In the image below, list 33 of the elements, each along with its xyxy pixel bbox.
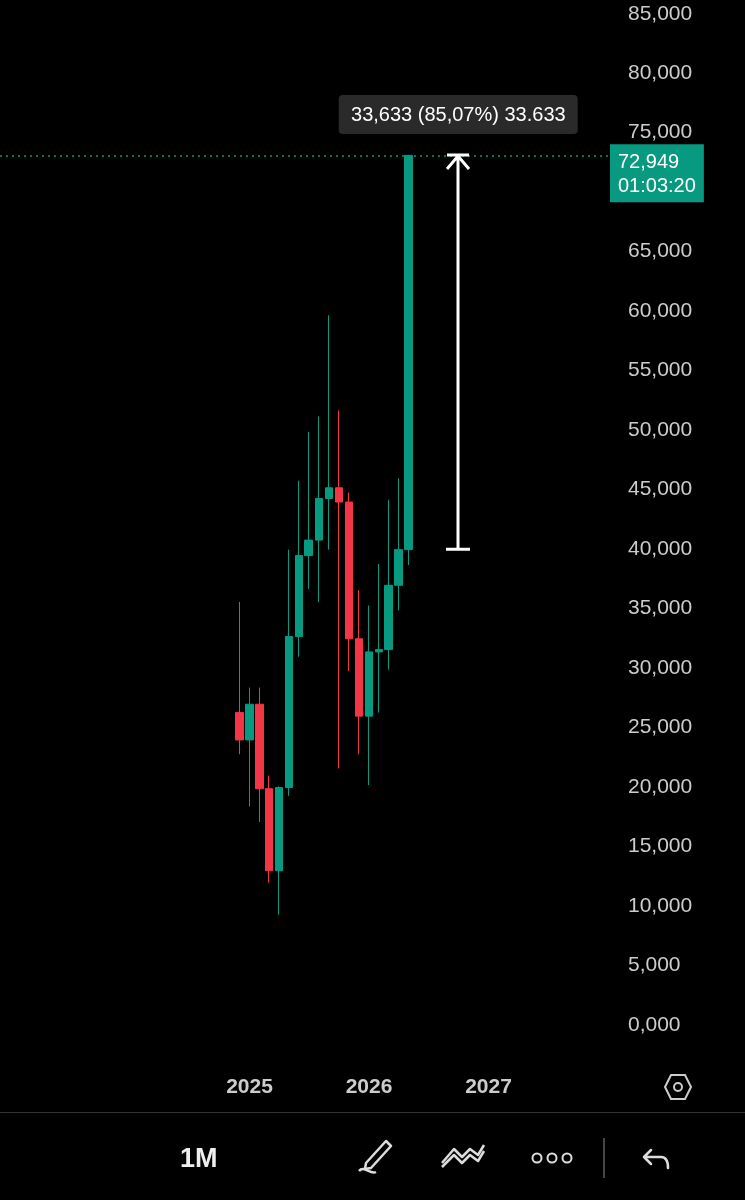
candlestick xyxy=(235,601,244,755)
y-tick-label: 30,000 xyxy=(628,654,693,678)
y-tick-label: 75,000 xyxy=(628,119,693,143)
candlestick xyxy=(345,492,353,672)
ref-line-label: 72,949 01:03:20 xyxy=(618,150,696,197)
candlestick xyxy=(355,589,363,755)
candlestick xyxy=(245,687,254,808)
text: 1M xyxy=(180,1143,218,1174)
y-tick-label: 15,000 xyxy=(628,833,693,857)
candlestick xyxy=(335,409,343,769)
y-tick-label: 0,000 xyxy=(628,1011,681,1035)
candlestick xyxy=(325,314,333,551)
y-tick-label: 5,000 xyxy=(628,952,681,976)
y-tick-label: 50,000 xyxy=(628,416,693,440)
y-tick-label: 80,000 xyxy=(628,59,693,83)
candlestick xyxy=(365,605,373,786)
candlestick xyxy=(275,785,283,916)
x-tick-label: 2026 xyxy=(345,1074,393,1097)
y-tick-label: 10,000 xyxy=(628,892,693,916)
y-tick-label: 35,000 xyxy=(628,595,693,619)
y-tick-label: 65,000 xyxy=(628,238,693,262)
candlestick xyxy=(315,415,323,603)
x-tick-label: 2027 xyxy=(465,1074,512,1097)
y-tick-label: 20,000 xyxy=(628,773,693,797)
y-tick-label: 60,000 xyxy=(628,297,693,321)
annotation: 33,633 (85,07%) 33.633 xyxy=(339,95,578,135)
y-tick-label: 85,000 xyxy=(628,0,693,24)
y-tick-label: 55,000 xyxy=(628,357,693,381)
y-tick-label: 45,000 xyxy=(628,476,693,500)
candlestick xyxy=(285,549,293,797)
y-tick-label: 25,000 xyxy=(628,714,693,738)
y-tick-label: 40,000 xyxy=(628,535,693,559)
x-tick-label: 2025 xyxy=(226,1074,274,1097)
